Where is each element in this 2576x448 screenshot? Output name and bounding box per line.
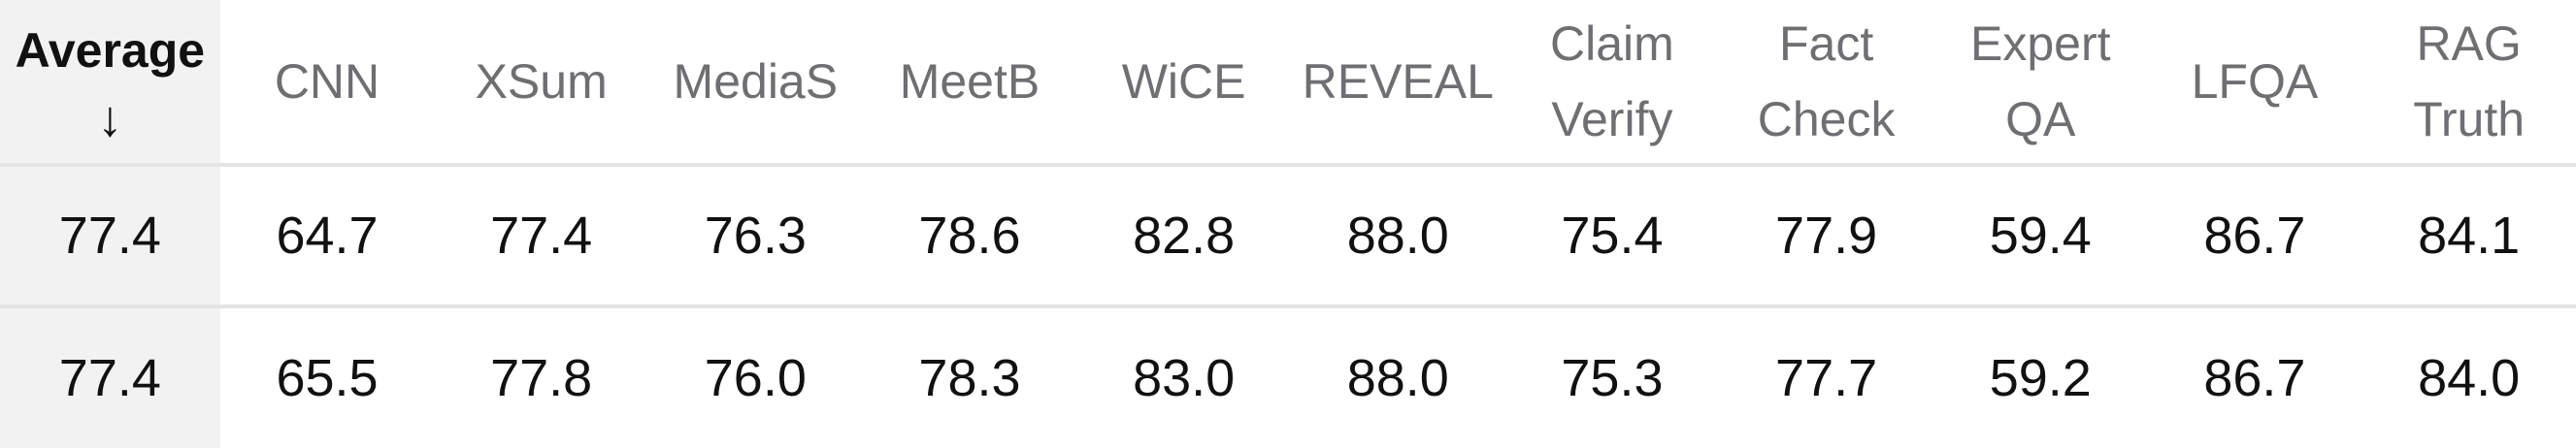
column-header-wice[interactable]: WiCE	[1076, 0, 1291, 167]
table-cell: 86.7	[2147, 165, 2362, 308]
column-header-reveal[interactable]: REVEAL	[1290, 0, 1505, 167]
table-cell: 77.4	[434, 165, 648, 308]
header-row: Average ↓ CNN XSum MediaS MeetB WiCE REV…	[0, 0, 2576, 167]
column-header-label: CNN	[274, 54, 380, 109]
column-header-claim-verify[interactable]: Claim Verify	[1504, 0, 1720, 167]
table-cell: 64.7	[219, 165, 435, 308]
column-header-label-line2: Check	[1757, 92, 1896, 146]
column-header-cnn[interactable]: CNN	[219, 0, 435, 167]
column-header-label: MeetB	[899, 54, 1040, 109]
column-header-rag-truth[interactable]: RAG Truth	[2361, 0, 2576, 167]
average-cell: 77.4	[0, 165, 220, 308]
table-cell: 83.0	[1133, 349, 1236, 407]
table-cell: 88.0	[1290, 165, 1505, 308]
column-header-lfqa[interactable]: LFQA	[2147, 0, 2362, 167]
column-header-label: MediaS	[673, 54, 839, 109]
table-cell: 78.3	[918, 349, 1021, 407]
table-cell: 86.7	[2203, 349, 2306, 407]
table-cell: 78.6	[862, 165, 1077, 308]
column-header-label-line1: RAG	[2416, 16, 2522, 71]
table-cell: 77.7	[1775, 349, 1878, 407]
column-header-label: XSum	[475, 54, 608, 109]
table-cell: 84.1	[2361, 165, 2576, 308]
table-cell: 65.5	[276, 349, 379, 407]
table-cell: 76.3	[647, 165, 863, 308]
column-header-label-line1: Claim	[1550, 16, 1674, 71]
column-header-label-line2: Truth	[2413, 92, 2526, 146]
column-header-label: WiCE	[1121, 54, 1246, 109]
table-cell: 59.2	[1989, 349, 2092, 407]
column-header-label-line2: Verify	[1551, 92, 1673, 146]
table-cell: 75.3	[1561, 349, 1664, 407]
average-header-label: Average	[15, 23, 206, 78]
table-cell: 82.8	[1076, 165, 1291, 308]
table-cell: 88.0	[1346, 349, 1449, 407]
table-row: 77.4 64.7 77.4 76.3 78.6 82.8 88.0 75.4 …	[0, 165, 2576, 308]
average-cell: 77.4	[0, 306, 220, 448]
column-header-fact-check[interactable]: Fact Check	[1719, 0, 1933, 167]
column-header-xsum[interactable]: XSum	[434, 0, 648, 167]
table-cell: 77.9	[1719, 165, 1933, 308]
column-header-medias[interactable]: MediaS	[647, 0, 863, 167]
table-cell: 59.4	[1932, 165, 2148, 308]
sort-descending-icon: ↓	[97, 91, 123, 147]
table-cell: 77.8	[490, 349, 593, 407]
table-cell: 75.4	[1504, 165, 1720, 308]
column-header-label-line1: Expert	[1969, 16, 2111, 71]
table-row: 77.4 65.5 77.8 76.0 78.3 83.0 88.0 75.3 …	[0, 306, 2576, 448]
column-header-label: LFQA	[2191, 54, 2319, 109]
table-cell: 76.0	[704, 349, 807, 407]
table-cell: 84.0	[2418, 349, 2521, 407]
column-header-expert-qa[interactable]: Expert QA	[1932, 0, 2148, 167]
column-header-label-line1: Fact	[1778, 16, 1874, 71]
average-column-header[interactable]: Average ↓	[0, 0, 220, 167]
column-header-label: REVEAL	[1302, 54, 1494, 109]
column-header-meetb[interactable]: MeetB	[862, 0, 1077, 167]
column-header-label-line2: QA	[2005, 92, 2076, 146]
